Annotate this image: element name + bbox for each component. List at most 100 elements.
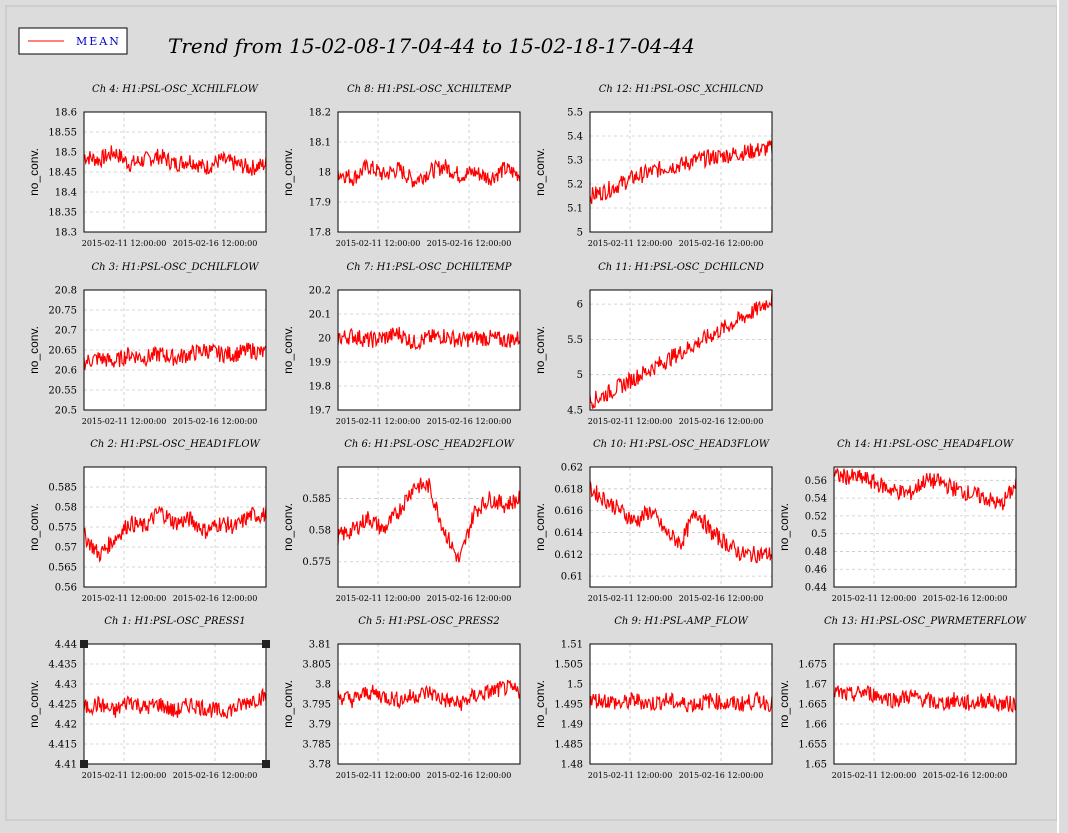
- y-axis-label: no_conv.: [27, 148, 41, 196]
- y-tick-label: 1.49: [561, 720, 583, 731]
- chart-title: Ch 14: H1:PSL-OSC_HEAD4FLOW: [837, 439, 1014, 450]
- y-tick-label: 5.5: [567, 335, 583, 346]
- chart-title: Ch 13: H1:PSL-OSC_PWRMETERFLOW: [824, 616, 1027, 627]
- chart-grid: 18.3 18.35 18.4 18.45 18.5 18.55 18.6 2015-02-1…: [27, 84, 1027, 780]
- y-tick-label: 0.52: [805, 511, 827, 522]
- x-tick-label: 2015-02-11 12:00:00: [832, 594, 917, 603]
- chart-panel: 0.575 0.58 0.585 2015-02-11 12:00:00 2015-02…: [281, 439, 521, 603]
- chart-panel: 18.3 18.35 18.4 18.45 18.5 18.55 18.6 2015-02-1…: [27, 84, 267, 248]
- chart-title: Ch 6: H1:PSL-OSC_HEAD2FLOW: [344, 439, 514, 450]
- series-line: [83, 505, 267, 563]
- chart-title: Ch 11: H1:PSL-OSC_DCHILCND: [598, 262, 764, 273]
- y-tick-label: 6: [577, 300, 583, 311]
- chart-panel: 17.8 17.9 18 18.1 18.2 2015-02-11 12:00:00 201…: [281, 84, 521, 248]
- selection-handle[interactable]: [80, 760, 88, 768]
- chart-panel: 1.48 1.485 1.49 1.495 1.5 1.505 1.51 2015-02-11…: [533, 616, 773, 780]
- y-tick-label: 3.785: [302, 740, 331, 751]
- chart-panel: 0.44 0.46 0.48 0.5 0.52 0.54 0.56 2015-02-11 12…: [777, 439, 1017, 603]
- series-line: [833, 468, 1017, 511]
- chart-title: Ch 8: H1:PSL-OSC_XCHILTEMP: [347, 84, 511, 95]
- plot-frame: [83, 111, 267, 233]
- selection-handle[interactable]: [262, 640, 270, 648]
- chart-panel: 19.7 19.8 19.9 20 20.1 20.2 2015-02-11 12:00:0…: [281, 262, 521, 426]
- x-tick-label: 2015-02-16 12:00:00: [679, 771, 764, 780]
- series-line: [83, 342, 267, 370]
- y-tick-label: 20.55: [48, 386, 77, 397]
- y-tick-label: 1.665: [798, 700, 827, 711]
- y-tick-label: 0.614: [554, 528, 583, 539]
- y-axis-label: no_conv.: [27, 680, 41, 728]
- chart-title: Ch 10: H1:PSL-OSC_HEAD3FLOW: [593, 439, 770, 450]
- x-tick-label: 2015-02-16 12:00:00: [427, 239, 512, 248]
- x-tick-label: 2015-02-11 12:00:00: [588, 771, 673, 780]
- x-tick-label: 2015-02-16 12:00:00: [679, 417, 764, 426]
- y-tick-label: 17.9: [309, 198, 331, 209]
- chart-title: Ch 4: H1:PSL-OSC_XCHILFLOW: [92, 84, 259, 95]
- x-tick-label: 2015-02-16 12:00:00: [427, 771, 512, 780]
- y-tick-label: 1.655: [798, 740, 827, 751]
- x-tick-label: 2015-02-16 12:00:00: [173, 239, 258, 248]
- y-tick-label: 0.5: [811, 529, 827, 540]
- y-tick-label: 19.9: [309, 358, 331, 369]
- y-tick-label: 1.66: [805, 720, 827, 731]
- selection-handle[interactable]: [80, 640, 88, 648]
- x-tick-label: 2015-02-16 12:00:00: [173, 771, 258, 780]
- y-tick-label: 5: [577, 228, 583, 239]
- y-tick-label: 20.65: [48, 346, 77, 357]
- y-tick-label: 0.62: [561, 463, 583, 474]
- y-tick-label: 19.7: [309, 406, 331, 417]
- y-axis-label: no_conv.: [281, 326, 295, 374]
- y-axis-label: no_conv.: [777, 503, 791, 551]
- y-tick-label: 0.618: [554, 484, 583, 495]
- y-tick-label: 18.3: [55, 228, 77, 239]
- y-tick-label: 20.1: [309, 310, 331, 321]
- selection-handle[interactable]: [262, 760, 270, 768]
- plot-frame: [83, 466, 267, 588]
- y-tick-label: 20.2: [309, 286, 331, 297]
- series-line: [589, 691, 773, 714]
- y-tick-label: 5.2: [567, 180, 583, 191]
- y-tick-label: 4.43: [55, 680, 77, 691]
- y-tick-label: 4.415: [48, 740, 77, 751]
- plot-area: [590, 112, 772, 232]
- y-tick-label: 17.8: [309, 228, 331, 239]
- y-axis-label: no_conv.: [27, 326, 41, 374]
- y-axis-label: no_conv.: [281, 503, 295, 551]
- plot-frame: [337, 643, 521, 765]
- plot-area: [338, 290, 520, 410]
- plot-frame: [83, 643, 267, 765]
- y-tick-label: 3.805: [302, 660, 331, 671]
- chart-panel: 0.61 0.612 0.614 0.616 0.618 0.62 2015-02-11 1…: [533, 439, 773, 603]
- y-tick-label: 3.79: [309, 720, 331, 731]
- legend-label: MEAN: [76, 35, 121, 48]
- y-tick-label: 20.6: [55, 366, 77, 377]
- y-tick-label: 19.8: [309, 382, 331, 393]
- y-tick-label: 1.675: [798, 660, 827, 671]
- y-tick-label: 18.1: [309, 138, 331, 149]
- y-tick-label: 4.41: [55, 760, 77, 771]
- y-tick-label: 0.57: [55, 543, 77, 554]
- y-tick-label: 5.5: [567, 108, 583, 119]
- x-tick-label: 2015-02-11 12:00:00: [336, 771, 421, 780]
- y-tick-label: 0.61: [561, 572, 583, 583]
- series-line: [83, 145, 267, 176]
- x-tick-label: 2015-02-11 12:00:00: [588, 594, 673, 603]
- y-axis-label: no_conv.: [533, 680, 547, 728]
- series-line: [83, 687, 267, 719]
- plot-area: [590, 467, 772, 587]
- y-tick-label: 5.1: [567, 204, 583, 215]
- y-tick-label: 20.75: [48, 306, 77, 317]
- series-line: [337, 477, 521, 563]
- y-tick-label: 0.575: [302, 557, 331, 568]
- y-tick-label: 1.51: [561, 640, 583, 651]
- chart-panel: 4.41 4.415 4.42 4.425 4.43 4.435 4.44 2015-02-1…: [27, 616, 267, 780]
- y-tick-label: 18.6: [55, 108, 77, 119]
- chart-title: Ch 12: H1:PSL-OSC_XCHILCND: [599, 84, 764, 95]
- plot-frame: [833, 466, 1017, 588]
- x-tick-label: 2015-02-11 12:00:00: [588, 417, 673, 426]
- x-tick-label: 2015-02-16 12:00:00: [427, 417, 512, 426]
- y-tick-label: 0.585: [48, 483, 77, 494]
- y-tick-label: 1.67: [805, 680, 827, 691]
- y-tick-label: 0.58: [309, 526, 331, 537]
